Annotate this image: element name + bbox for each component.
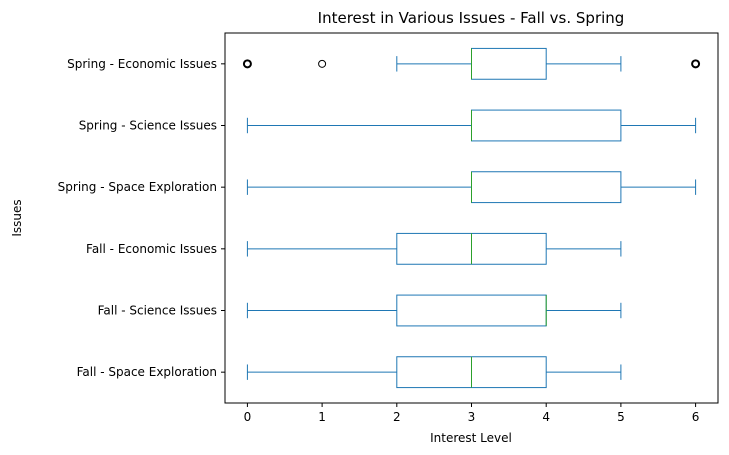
box-group	[246, 171, 697, 204]
box-group	[242, 47, 701, 80]
box-iqr	[471, 47, 547, 80]
box-iqr	[471, 109, 622, 142]
box-group	[246, 109, 697, 142]
x-tick-label: 3	[468, 410, 476, 424]
box-group	[246, 294, 622, 327]
box-group	[246, 356, 622, 389]
y-tick-label: Fall - Economic Issues	[86, 242, 217, 256]
x-axis: 0 1 2 3 4 5 6	[244, 403, 700, 424]
plot-frame	[224, 32, 719, 404]
x-tick-label: 0	[244, 410, 252, 424]
x-tick-label: 1	[318, 410, 326, 424]
x-tick-label: 2	[393, 410, 401, 424]
x-axis-label: Interest Level	[430, 431, 512, 445]
y-tick-label: Spring - Space Exploration	[58, 180, 217, 194]
x-tick-label: 5	[617, 410, 625, 424]
chart-title: Interest in Various Issues - Fall vs. Sp…	[318, 9, 625, 27]
flier-point	[242, 59, 252, 69]
y-tick-label: Spring - Economic Issues	[67, 57, 217, 71]
x-tick-label: 6	[692, 410, 700, 424]
box-iqr	[396, 294, 547, 327]
boxes-layer	[242, 47, 701, 389]
flier-point	[691, 59, 701, 69]
x-tick-label: 4	[542, 410, 550, 424]
box-group	[246, 232, 622, 265]
y-tick-label: Spring - Science Issues	[79, 119, 217, 133]
flier-point	[318, 59, 327, 68]
y-axis: Spring - Economic Issues Spring - Science…	[58, 57, 225, 379]
y-tick-label: Fall - Space Exploration	[77, 365, 217, 379]
y-axis-label: Issues	[10, 199, 24, 236]
y-tick-label: Fall - Science Issues	[98, 304, 217, 318]
box-iqr	[471, 171, 622, 204]
